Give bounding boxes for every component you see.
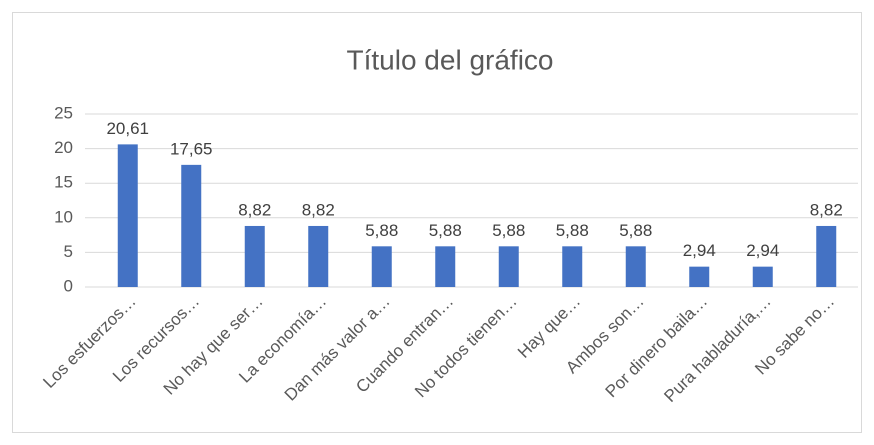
bar: [181, 164, 202, 287]
bar: [689, 266, 710, 287]
bar: [625, 246, 646, 287]
bar: [498, 246, 519, 287]
data-label: 2,94: [683, 241, 716, 260]
bar: [308, 225, 329, 287]
bar: [371, 246, 392, 287]
data-label: 8,82: [810, 200, 843, 219]
y-tick-label: 0: [64, 276, 73, 295]
bar: [562, 246, 583, 287]
y-tick-label: 10: [54, 207, 73, 226]
data-label: 5,88: [365, 221, 398, 240]
data-label: 5,88: [556, 221, 589, 240]
bar: [816, 225, 837, 287]
y-tick-label: 5: [64, 242, 73, 261]
y-tick-label: 15: [54, 173, 73, 192]
data-label: 17,65: [170, 139, 213, 158]
chart-title: Título del gráfico: [347, 44, 554, 75]
data-label: 8,82: [302, 200, 335, 219]
data-label: 20,61: [106, 119, 149, 138]
data-label: 5,88: [429, 221, 462, 240]
bar: [435, 246, 456, 287]
y-tick-label: 20: [54, 138, 73, 157]
data-label: 8,82: [238, 200, 271, 219]
chart-frame: [12, 12, 862, 433]
data-label: 5,88: [619, 221, 652, 240]
data-label: 2,94: [746, 241, 779, 260]
bar: [117, 144, 138, 287]
bar: [752, 266, 773, 287]
y-tick-label: 25: [54, 103, 73, 122]
bar: [244, 225, 265, 287]
data-label: 5,88: [492, 221, 525, 240]
